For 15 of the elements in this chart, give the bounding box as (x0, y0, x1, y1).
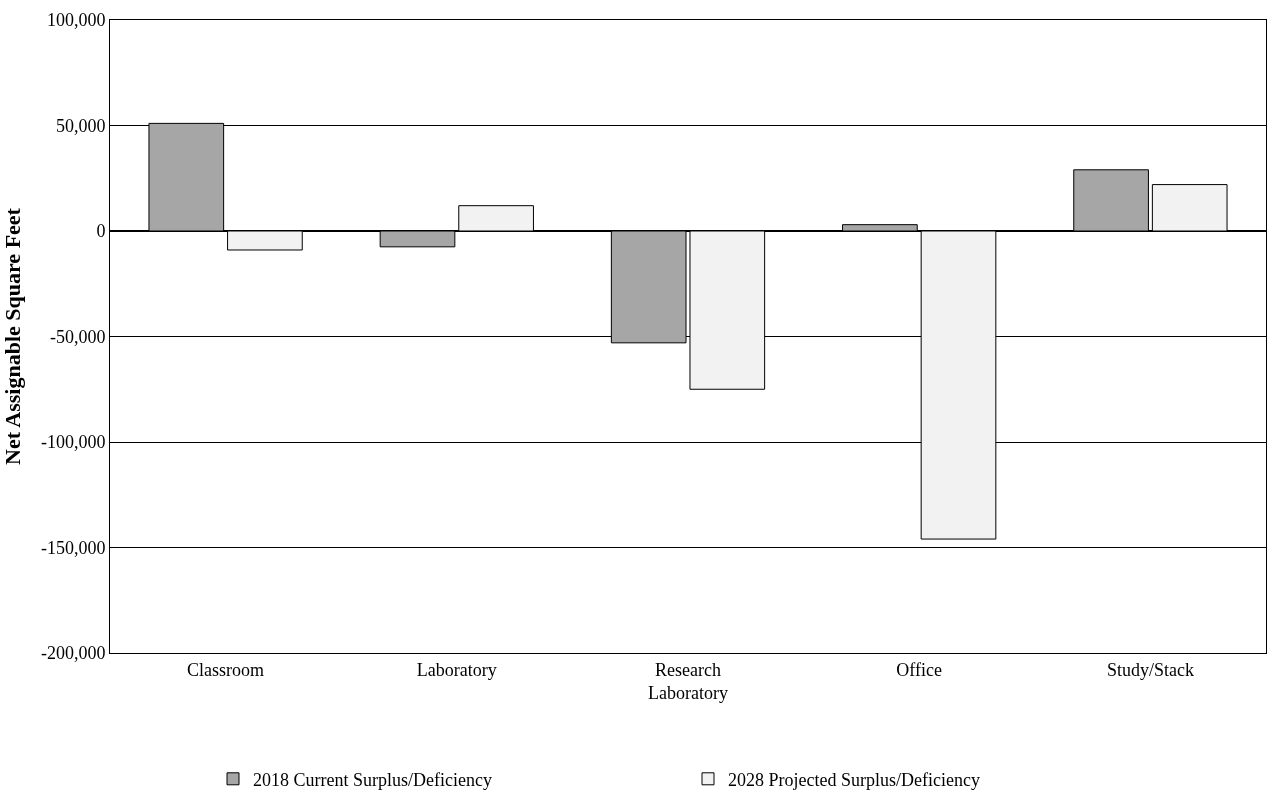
x-tick-label: Study/Stack (1106, 659, 1194, 680)
y-tick-label: -50,000 (49, 326, 106, 347)
legend-label: 2018 Current Surplus/Deficiency (253, 769, 492, 790)
x-tick-label: Research Laboratory (648, 659, 728, 703)
y-axis-title: Net Assignable Square Feet (0, 207, 25, 465)
y-tick-label: -200,000 (40, 643, 106, 664)
y-tick-label: 50,000 (55, 115, 106, 136)
legend-label: 2028 Projected Surplus/Deficiency (728, 769, 980, 790)
y-tick-label: 0 (96, 221, 106, 242)
y-tick-label: 100,000 (46, 10, 106, 31)
x-tick-label: Laboratory (416, 659, 497, 680)
y-tick-label: -100,000 (40, 432, 106, 453)
x-tick-label: Classroom (187, 659, 265, 680)
y-tick-label: -150,000 (40, 537, 106, 558)
x-tick-label: Office (896, 659, 943, 680)
